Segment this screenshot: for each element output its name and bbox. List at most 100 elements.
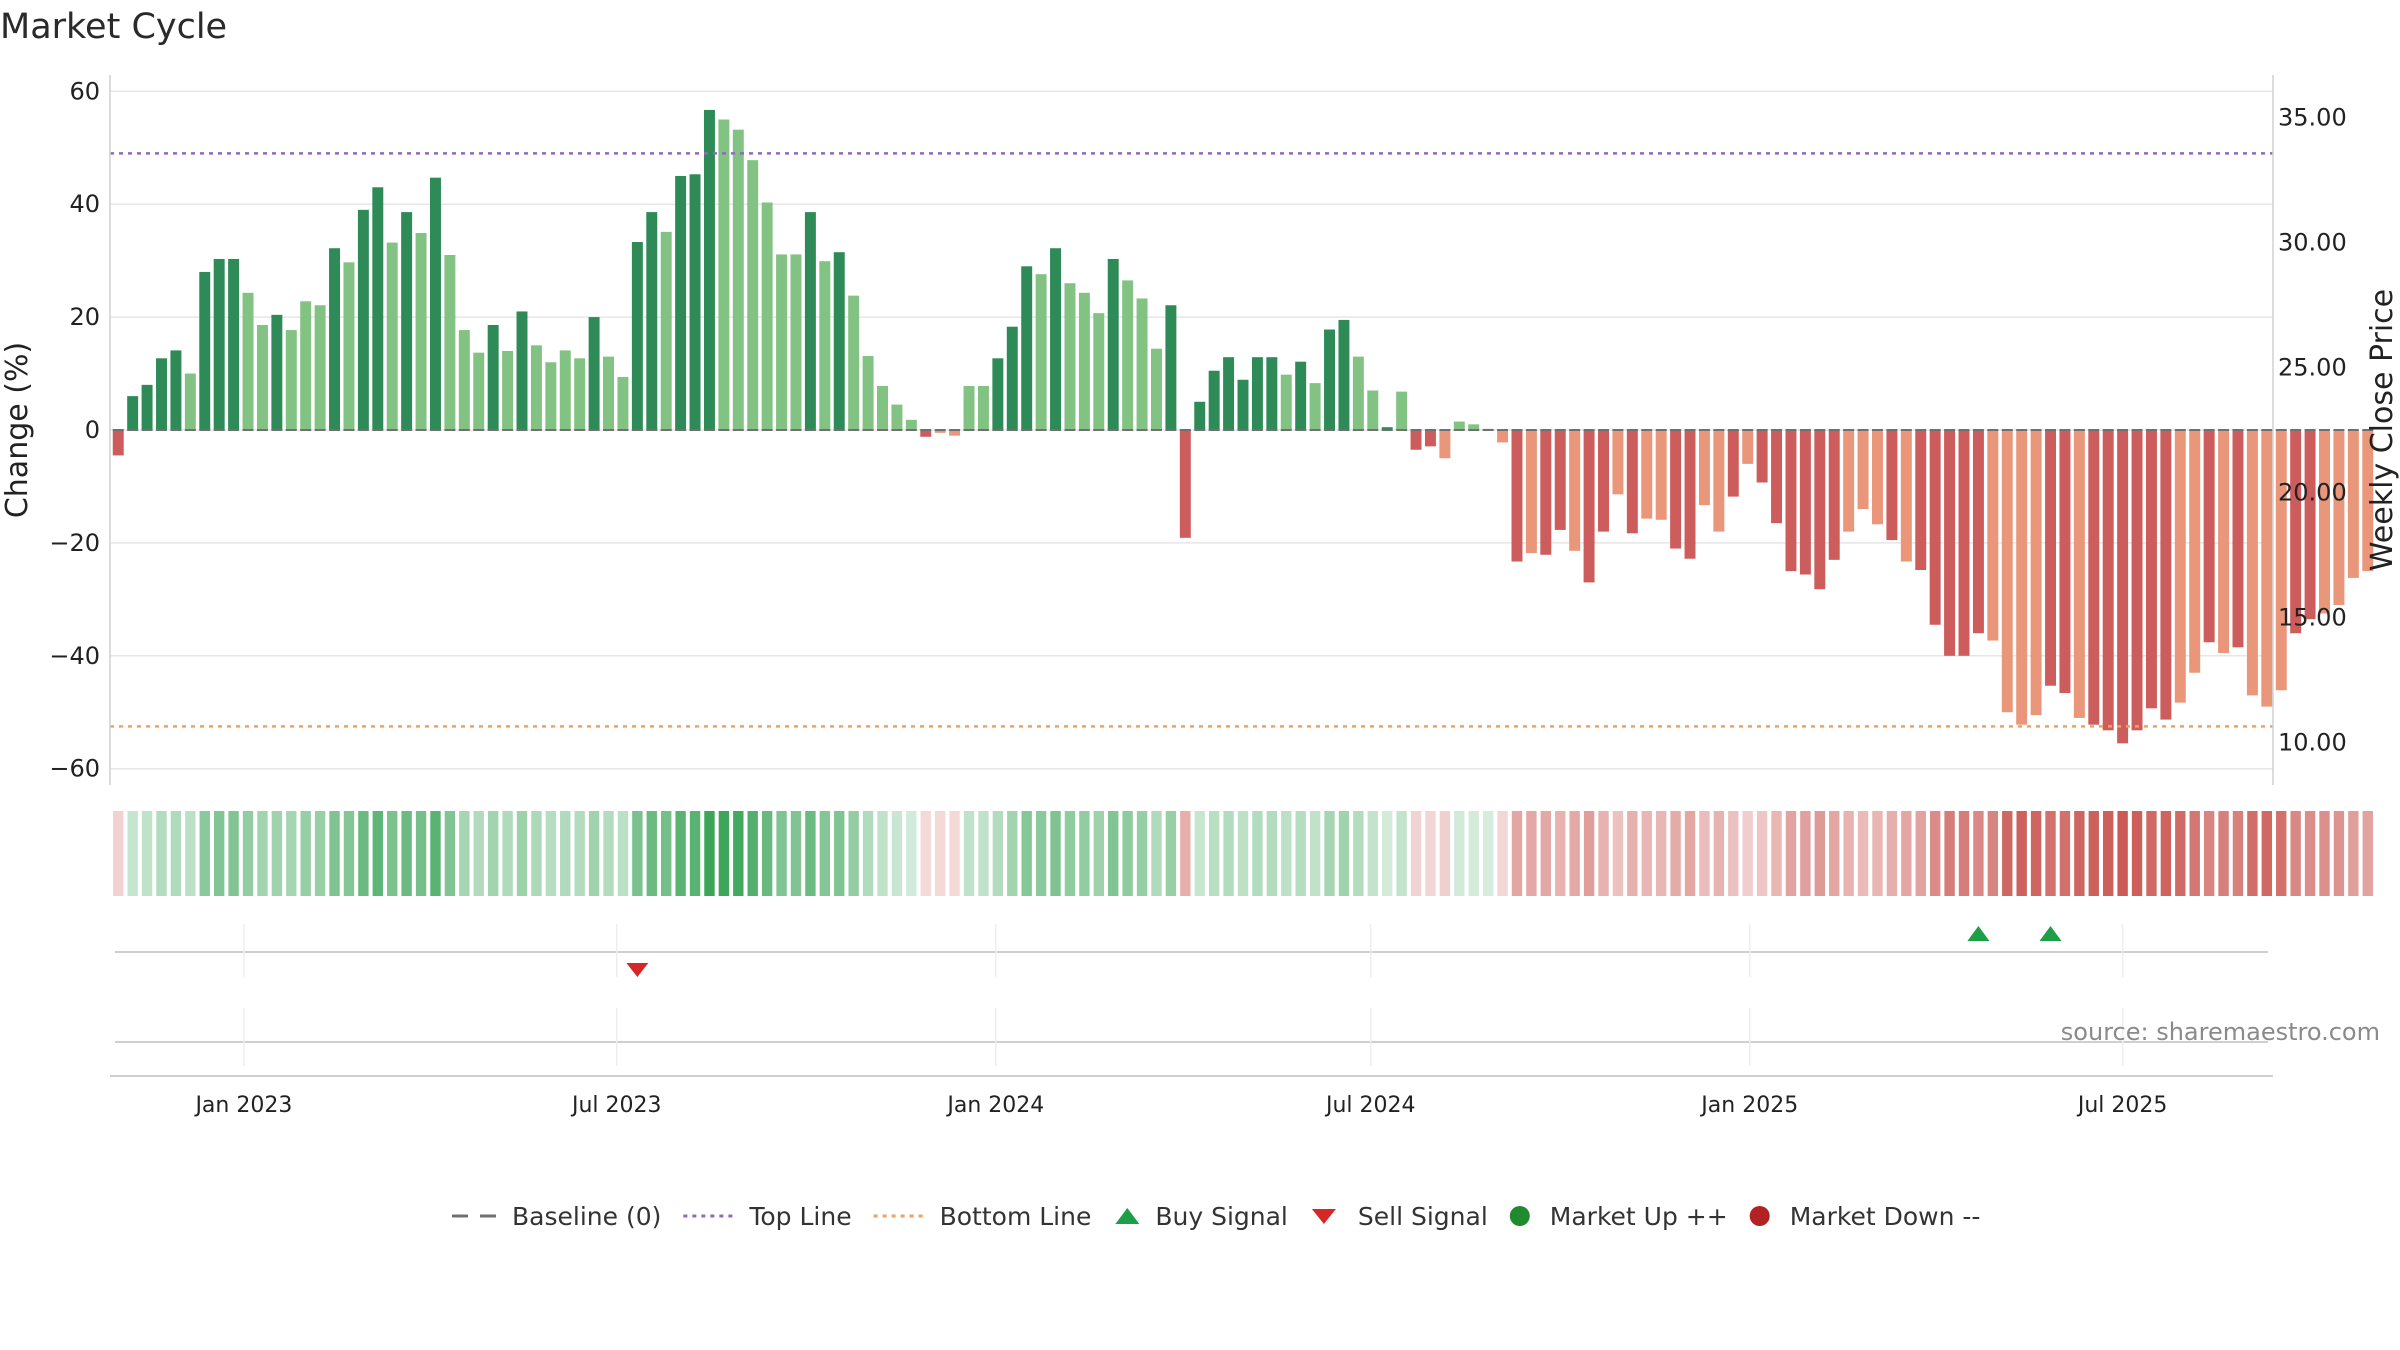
grid-lines bbox=[110, 90, 2273, 770]
bar bbox=[1151, 348, 1162, 430]
heat-cell bbox=[444, 811, 456, 896]
heat-cell bbox=[2160, 811, 2172, 896]
bar bbox=[790, 254, 802, 430]
legend-item: Sell Signal bbox=[1311, 1202, 1488, 1231]
bar bbox=[314, 305, 326, 430]
heat-cell bbox=[1526, 811, 1537, 896]
sell-signal-marker bbox=[626, 963, 649, 977]
bar bbox=[761, 202, 773, 430]
legend-label: Market Down -- bbox=[1790, 1202, 1981, 1231]
heat-cell bbox=[2304, 811, 2316, 896]
heat-cell bbox=[401, 811, 412, 896]
heat-cell bbox=[1050, 811, 1061, 896]
bar bbox=[502, 350, 514, 430]
x-tick-label: Jul 2025 bbox=[2076, 1093, 2168, 1118]
bar bbox=[1295, 361, 1307, 430]
bar bbox=[357, 209, 369, 430]
heat-cell bbox=[1929, 811, 1941, 896]
bar bbox=[2304, 430, 2316, 620]
bar bbox=[530, 345, 542, 430]
heat-cell bbox=[1655, 811, 1667, 896]
legend-label: Sell Signal bbox=[1358, 1202, 1488, 1231]
bar bbox=[228, 258, 240, 430]
heat-cell bbox=[934, 811, 946, 896]
bar bbox=[2189, 430, 2201, 673]
heat-cell bbox=[1756, 811, 1768, 896]
heat-cell bbox=[516, 811, 528, 896]
bar bbox=[2290, 430, 2302, 634]
bar bbox=[934, 430, 946, 433]
heat-cell bbox=[1829, 811, 1840, 896]
bar bbox=[804, 212, 816, 430]
heat-cell bbox=[286, 811, 297, 896]
bar bbox=[1223, 357, 1235, 430]
bar bbox=[458, 330, 470, 430]
y-tick-label: −60 bbox=[49, 755, 100, 783]
bar bbox=[1064, 283, 1076, 430]
heat-cell bbox=[1223, 811, 1234, 896]
heat-cell bbox=[502, 811, 513, 896]
heat-cell bbox=[1612, 811, 1624, 896]
heat-cell bbox=[1511, 811, 1523, 896]
bar bbox=[833, 252, 845, 430]
bar bbox=[603, 356, 614, 430]
bar bbox=[1655, 430, 1667, 520]
heat-cell bbox=[2002, 811, 2013, 896]
heat-cell bbox=[2232, 811, 2244, 896]
bar bbox=[1424, 430, 1436, 447]
heat-cell bbox=[2247, 811, 2258, 896]
x-tick-label: Jan 2024 bbox=[945, 1093, 1044, 1118]
bar bbox=[819, 261, 831, 430]
bar bbox=[329, 248, 341, 430]
heat-cell bbox=[228, 811, 239, 896]
y-axis-right: 35.00 30.00 25.00 20.00 15.00 10.00 bbox=[2272, 75, 2347, 785]
legend-swatch-sell bbox=[1311, 1209, 1336, 1224]
bar bbox=[963, 385, 975, 430]
heat-cell bbox=[1367, 811, 1378, 896]
heat-cell bbox=[2103, 811, 2114, 896]
bar bbox=[1050, 248, 1062, 430]
heat-cell bbox=[877, 811, 888, 896]
bar bbox=[1828, 430, 1840, 560]
heat-cell bbox=[343, 811, 355, 896]
bar bbox=[242, 292, 254, 430]
bar bbox=[170, 350, 182, 430]
heat-cell bbox=[1324, 811, 1335, 896]
heat-cell bbox=[1598, 811, 1609, 896]
x-tick-label: Jan 2023 bbox=[193, 1093, 292, 1118]
heat-cell bbox=[1555, 811, 1566, 896]
heat-cell bbox=[776, 811, 787, 896]
heat-cell bbox=[213, 811, 225, 896]
y-tick-label: 20 bbox=[69, 303, 100, 331]
y2-tick-label: 35.00 bbox=[2278, 104, 2347, 132]
heat-cell bbox=[314, 811, 326, 896]
bar bbox=[1381, 427, 1393, 430]
bar bbox=[2218, 430, 2230, 653]
heat-cell bbox=[1684, 811, 1696, 896]
bar bbox=[949, 430, 961, 436]
bar bbox=[1944, 430, 1956, 656]
legend-item: Bottom Line bbox=[873, 1202, 1091, 1231]
legend-item: Top Line bbox=[683, 1202, 852, 1231]
legend-label: Baseline (0) bbox=[512, 1202, 661, 1231]
bar bbox=[920, 430, 932, 437]
heat-strip bbox=[113, 811, 2373, 896]
bar bbox=[2001, 430, 2013, 713]
bar bbox=[1093, 313, 1105, 430]
heat-cell bbox=[459, 811, 470, 896]
bar bbox=[1915, 430, 1927, 570]
bar bbox=[213, 258, 225, 430]
bar bbox=[1540, 430, 1552, 555]
heat-cell bbox=[1151, 811, 1162, 896]
heat-cell bbox=[661, 811, 672, 896]
bar bbox=[1612, 430, 1624, 495]
legend-item: Buy Signal bbox=[1115, 1202, 1288, 1231]
heat-cell bbox=[574, 811, 585, 896]
heat-cell bbox=[2290, 811, 2301, 896]
bar bbox=[343, 262, 355, 430]
heat-cell bbox=[2348, 811, 2359, 896]
bar bbox=[1237, 379, 1249, 430]
heat-cell bbox=[1021, 811, 1032, 896]
bar bbox=[877, 385, 888, 430]
legend-item: Baseline (0) bbox=[452, 1202, 661, 1231]
